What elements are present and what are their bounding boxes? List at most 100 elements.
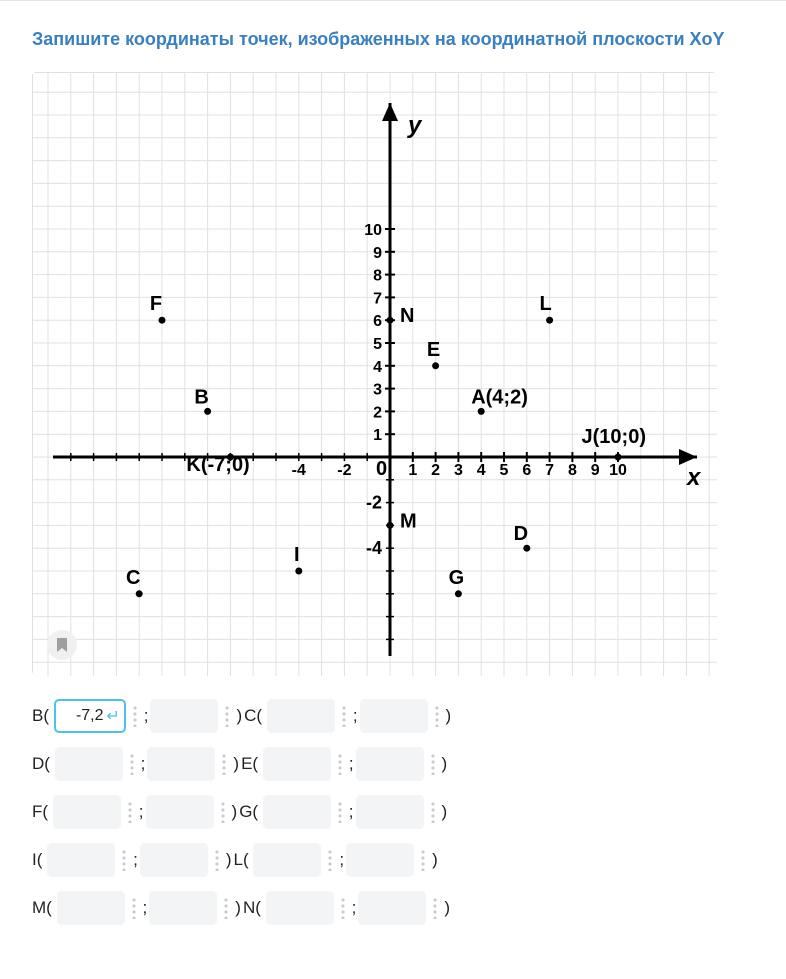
drag-handle-icon[interactable]: [420, 849, 426, 871]
answer-row: M( ; ) N( ; ): [32, 891, 754, 925]
drag-handle-icon[interactable]: [224, 705, 230, 727]
coord-separator: ;: [133, 850, 138, 870]
coord-separator: ;: [143, 898, 148, 918]
point-label: D(: [32, 754, 55, 774]
drag-handle-icon[interactable]: [129, 753, 135, 775]
drag-handle-icon[interactable]: [337, 801, 343, 823]
answers-section: B( ↵; ) C( ; ) D( ; ) E( ; ) F( ; ) G( ;…: [32, 699, 754, 925]
close-paren: ): [444, 898, 450, 918]
point-label: E(: [241, 754, 263, 774]
coord-x-input-F[interactable]: [53, 795, 121, 829]
svg-text:9: 9: [373, 245, 382, 262]
coord-x-input-I[interactable]: [47, 843, 115, 877]
svg-text:5: 5: [500, 462, 509, 479]
svg-text:4: 4: [373, 359, 382, 376]
drag-handle-icon[interactable]: [434, 705, 440, 727]
svg-text:-4: -4: [292, 462, 306, 479]
coord-y-input-L[interactable]: [346, 843, 414, 877]
coord-y-input-D[interactable]: [147, 747, 215, 781]
point-label: B(: [32, 706, 54, 726]
svg-text:7: 7: [373, 290, 382, 307]
exercise-title: Запишите координаты точек, изображенных …: [32, 29, 754, 50]
drag-handle-icon[interactable]: [220, 801, 226, 823]
drag-handle-icon[interactable]: [430, 753, 436, 775]
close-paren: ): [236, 706, 242, 726]
answer-row: B( ↵; ) C( ; ): [32, 699, 754, 733]
svg-text:0: 0: [376, 458, 387, 480]
coord-x-input-C[interactable]: [267, 699, 335, 733]
coord-y-input-E[interactable]: [356, 747, 424, 781]
svg-text:B: B: [194, 386, 208, 408]
svg-text:E: E: [427, 339, 440, 361]
drag-handle-icon[interactable]: [327, 849, 333, 871]
drag-handle-icon[interactable]: [132, 705, 138, 727]
svg-text:y: y: [407, 112, 423, 139]
close-paren: ): [235, 898, 241, 918]
drag-handle-icon[interactable]: [337, 753, 343, 775]
coord-separator: ;: [339, 850, 344, 870]
bookmark-icon: [56, 638, 68, 652]
svg-text:-2: -2: [366, 493, 382, 513]
coord-separator: ;: [352, 898, 357, 918]
point-label: G(: [239, 802, 263, 822]
drag-handle-icon[interactable]: [340, 897, 346, 919]
svg-text:8: 8: [568, 462, 577, 479]
coord-y-input-C[interactable]: [360, 699, 428, 733]
coord-y-input-M[interactable]: [149, 891, 217, 925]
svg-text:L: L: [539, 293, 551, 315]
drag-handle-icon[interactable]: [127, 801, 133, 823]
drag-handle-icon[interactable]: [131, 897, 137, 919]
coord-y-input-B[interactable]: [150, 699, 218, 733]
bookmark-button[interactable]: [47, 630, 77, 660]
point-label: M(: [32, 898, 57, 918]
point-label: F(: [32, 802, 53, 822]
close-paren: ): [233, 754, 239, 774]
close-paren: ): [446, 706, 452, 726]
coord-x-input-D[interactable]: [55, 747, 123, 781]
svg-text:F: F: [150, 293, 162, 315]
coord-separator: ;: [141, 754, 146, 774]
drag-handle-icon[interactable]: [430, 801, 436, 823]
svg-text:2: 2: [373, 404, 382, 421]
svg-text:10: 10: [609, 462, 627, 479]
answer-row: D( ; ) E( ; ): [32, 747, 754, 781]
point-label: C(: [244, 706, 267, 726]
coord-separator: ;: [144, 706, 149, 726]
coord-separator: ;: [353, 706, 358, 726]
drag-handle-icon[interactable]: [214, 849, 220, 871]
coord-x-input-E[interactable]: [263, 747, 331, 781]
drag-handle-icon[interactable]: [341, 705, 347, 727]
svg-text:6: 6: [373, 313, 382, 330]
svg-text:-2: -2: [337, 462, 351, 479]
coordinate-plane-svg: yx012345678910-2-412345678910-2-4A(4;2)B…: [33, 73, 717, 676]
svg-text:10: 10: [364, 222, 382, 239]
svg-text:3: 3: [454, 462, 463, 479]
svg-text:9: 9: [591, 462, 600, 479]
svg-text:1: 1: [373, 427, 382, 444]
svg-text:-4: -4: [366, 538, 382, 558]
coord-x-input-N[interactable]: [266, 891, 334, 925]
coord-y-input-G[interactable]: [356, 795, 424, 829]
close-paren: ): [232, 802, 238, 822]
svg-text:7: 7: [545, 462, 554, 479]
coord-x-input-B[interactable]: [54, 699, 126, 733]
coord-y-input-F[interactable]: [146, 795, 214, 829]
svg-text:C: C: [126, 567, 140, 589]
answer-row: I( ; ) L( ; ): [32, 843, 754, 877]
coordinate-plane: yx012345678910-2-412345678910-2-4A(4;2)B…: [32, 72, 716, 675]
drag-handle-icon[interactable]: [121, 849, 127, 871]
coord-separator: ;: [349, 802, 354, 822]
close-paren: ): [442, 754, 448, 774]
coord-y-input-I[interactable]: [140, 843, 208, 877]
answer-row: F( ; ) G( ; ): [32, 795, 754, 829]
drag-handle-icon[interactable]: [221, 753, 227, 775]
svg-text:N: N: [400, 305, 414, 327]
exercise-container: Запишите координаты точек, изображенных …: [0, 0, 786, 979]
svg-text:M: M: [400, 510, 417, 532]
coord-x-input-M[interactable]: [57, 891, 125, 925]
drag-handle-icon[interactable]: [223, 897, 229, 919]
coord-x-input-L[interactable]: [253, 843, 321, 877]
coord-y-input-N[interactable]: [358, 891, 426, 925]
coord-x-input-G[interactable]: [263, 795, 331, 829]
drag-handle-icon[interactable]: [432, 897, 438, 919]
